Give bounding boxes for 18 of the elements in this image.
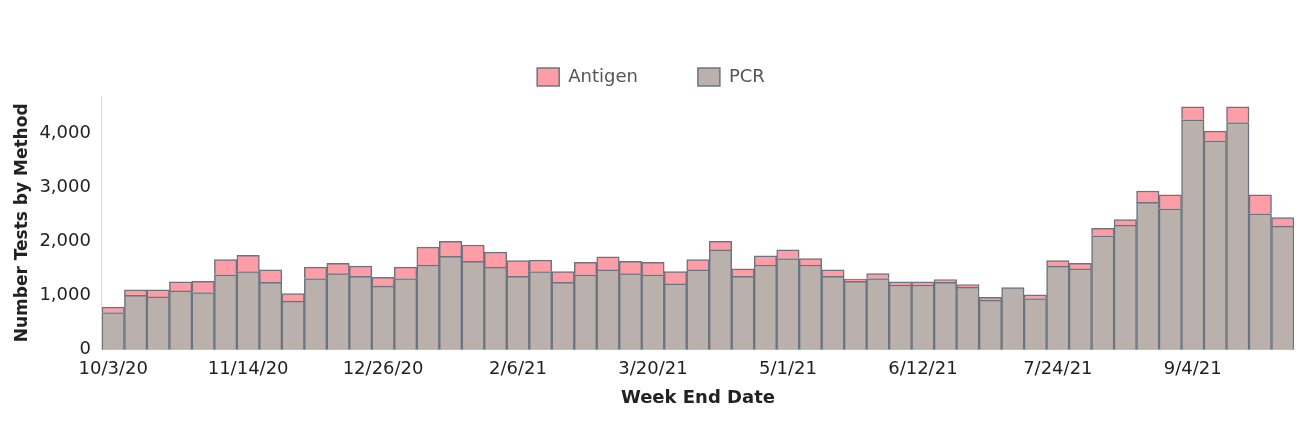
legend-label: PCR — [728, 64, 765, 86]
x-tick-label: 11/14/20 — [207, 357, 289, 379]
y-tick-label: 2,000 — [39, 229, 91, 251]
y-axis-title: Number Tests by Method — [10, 103, 31, 343]
x-tick-label: 5/1/21 — [758, 357, 817, 379]
y-tick-label: 3,000 — [39, 175, 91, 197]
y-tick-label: 4,000 — [39, 121, 91, 143]
x-tick-label: 9/4/21 — [1163, 357, 1222, 379]
x-tick-label: 2/6/21 — [489, 357, 547, 379]
x-tick-label: 6/12/21 — [888, 357, 958, 379]
x-tick-label: 3/20/21 — [618, 357, 688, 379]
y-tick-label: 1,000 — [39, 283, 91, 305]
legend-label: Antigen — [568, 64, 638, 86]
x-tick-label: 7/24/21 — [1023, 357, 1093, 379]
x-tick-label: 10/3/20 — [78, 357, 148, 379]
x-axis-title: Week End Date — [620, 385, 775, 407]
y-tick-label: 0 — [79, 337, 91, 359]
x-tick-label: 12/26/20 — [342, 357, 424, 379]
